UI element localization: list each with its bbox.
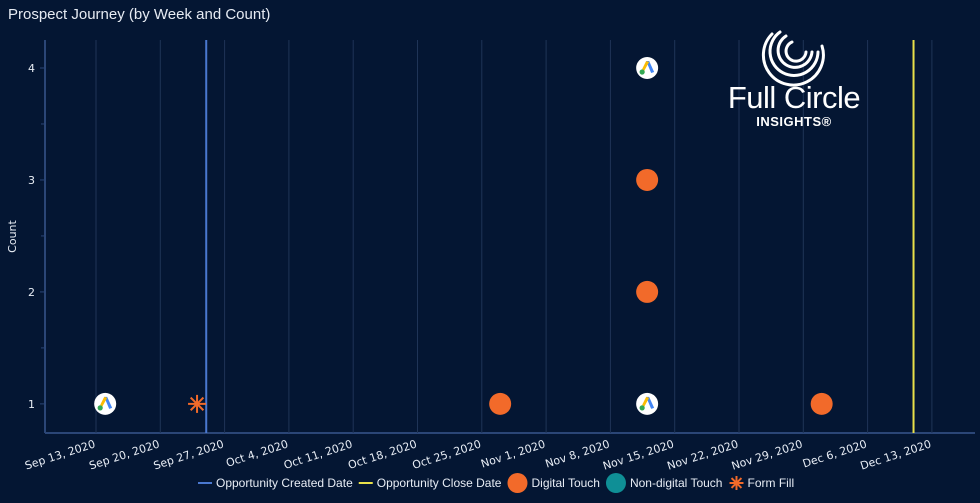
legend-asterisk-swatch [729, 476, 744, 490]
x-tick-label: Nov 22, 2020 [666, 437, 740, 472]
swirl-logo-icon [761, 30, 825, 87]
chart-title: Prospect Journey (by Week and Count) [8, 6, 271, 23]
x-tick-label: Oct 11, 2020 [282, 437, 354, 471]
digital-touch-point [810, 392, 833, 415]
y-tick-label: 2 [28, 286, 35, 299]
x-tick-label: Dec 13, 2020 [859, 437, 933, 472]
digital-touch-point [636, 168, 659, 191]
x-tick-label: Oct 25, 2020 [411, 437, 483, 471]
digital-touch-point [489, 392, 512, 415]
x-tick-label: Sep 27, 2020 [152, 437, 226, 472]
x-tick-label: Nov 8, 2020 [544, 437, 612, 470]
x-tick-label: Sep 20, 2020 [88, 437, 162, 472]
legend-circle-swatch [507, 473, 528, 493]
x-tick-label: Nov 29, 2020 [730, 437, 804, 472]
x-tick-label: Nov 1, 2020 [479, 437, 547, 470]
legend-circle-swatch [605, 473, 626, 493]
x-tick-label: Nov 15, 2020 [601, 437, 675, 472]
legend-label: Form Fill [747, 476, 794, 490]
x-tick-label: Sep 13, 2020 [23, 437, 97, 472]
logo-subtext: INSIGHTS® [756, 114, 832, 129]
x-tick-label: Oct 18, 2020 [346, 437, 418, 471]
legend-label: Digital Touch [531, 476, 599, 490]
x-tick-label: Oct 4, 2020 [224, 437, 289, 469]
digital-touch-point [636, 280, 659, 303]
form-fill-point [188, 394, 207, 413]
y-tick-label: 1 [28, 398, 35, 411]
legend-label: Non-digital Touch [630, 476, 723, 490]
y-tick-label: 3 [28, 174, 35, 187]
google-ads-icon [636, 392, 659, 415]
legend-label: Opportunity Created Date [216, 476, 353, 490]
full-circle-insights-logo: Full Circle INSIGHTS® [716, 22, 872, 129]
google-ads-icon [94, 392, 117, 415]
x-tick-label: Dec 6, 2020 [801, 437, 869, 470]
logo-text: Full Circle [727, 80, 861, 115]
legend-label: Opportunity Close Date [377, 476, 502, 490]
google-ads-icon [636, 56, 659, 79]
y-axis-label: Count [6, 219, 19, 252]
y-tick-label: 4 [28, 62, 35, 75]
